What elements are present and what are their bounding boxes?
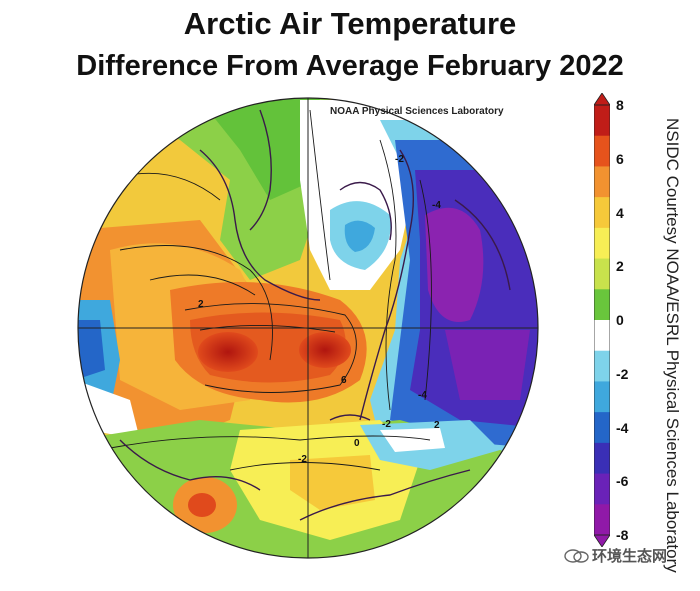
contour-lines xyxy=(99,109,432,471)
contour-label: -4 xyxy=(432,200,441,211)
colorbar-segment xyxy=(594,105,610,137)
contour-label: -4 xyxy=(418,390,427,401)
contour-label: 0 xyxy=(354,438,360,449)
colorbar-segment xyxy=(594,166,610,198)
contour-label: -2 xyxy=(382,419,391,430)
contour-value-labels: -2 -4 -4 -2 2 6 2 -2 0 xyxy=(198,154,441,465)
map-credit: NOAA Physical Sciences Laboratory xyxy=(330,106,504,117)
colorbar-tick-label: 2 xyxy=(616,258,624,275)
colorbar-tick-label: 0 xyxy=(616,312,624,328)
contour-label: -2 xyxy=(395,154,404,165)
colorbar-segment xyxy=(594,258,610,290)
colorbar-segment xyxy=(594,350,610,382)
colorbar-segment xyxy=(594,197,610,229)
colorbar-tick-label: -2 xyxy=(616,365,629,382)
colorbar-tick-label: 6 xyxy=(616,150,624,167)
colorbar-tick-label: -8 xyxy=(616,527,629,543)
chart-title-line1: Arctic Air Temperature xyxy=(183,6,517,41)
colorbar-tick-label: -6 xyxy=(616,473,629,490)
colorbar-tick-label: 4 xyxy=(616,204,624,221)
contour-label: 6 xyxy=(341,375,347,386)
colorbar-segment xyxy=(594,135,610,167)
wechat-icon xyxy=(564,549,589,563)
map-border xyxy=(77,97,539,559)
colorbar-tick-label: 8 xyxy=(616,97,624,113)
colorbar-segment xyxy=(594,320,610,352)
map-disk xyxy=(78,98,538,558)
colorbar-segment xyxy=(594,381,610,413)
colorbar xyxy=(594,93,610,547)
colorbar-top-arrow xyxy=(594,93,610,106)
contour-label: 2 xyxy=(434,420,440,431)
colorbar-tick-label: -4 xyxy=(616,419,629,436)
contour-label: -2 xyxy=(298,454,307,465)
chart-title-line2: Difference From Average February 2022 xyxy=(76,50,624,82)
colorbar-segment xyxy=(594,227,610,260)
colorbar-segment xyxy=(594,412,610,444)
coastlines xyxy=(119,109,511,521)
side-credit: NSIDC Courtesy NOAA/ESRL Physical Scienc… xyxy=(663,118,682,573)
colorbar-segment xyxy=(594,504,610,536)
contour-label: 2 xyxy=(198,299,204,310)
colorbar-segment xyxy=(594,289,610,321)
watermark-text: 环境生态网 xyxy=(592,548,668,565)
colorbar-segment xyxy=(594,473,610,505)
colorbar-segment xyxy=(594,442,610,475)
